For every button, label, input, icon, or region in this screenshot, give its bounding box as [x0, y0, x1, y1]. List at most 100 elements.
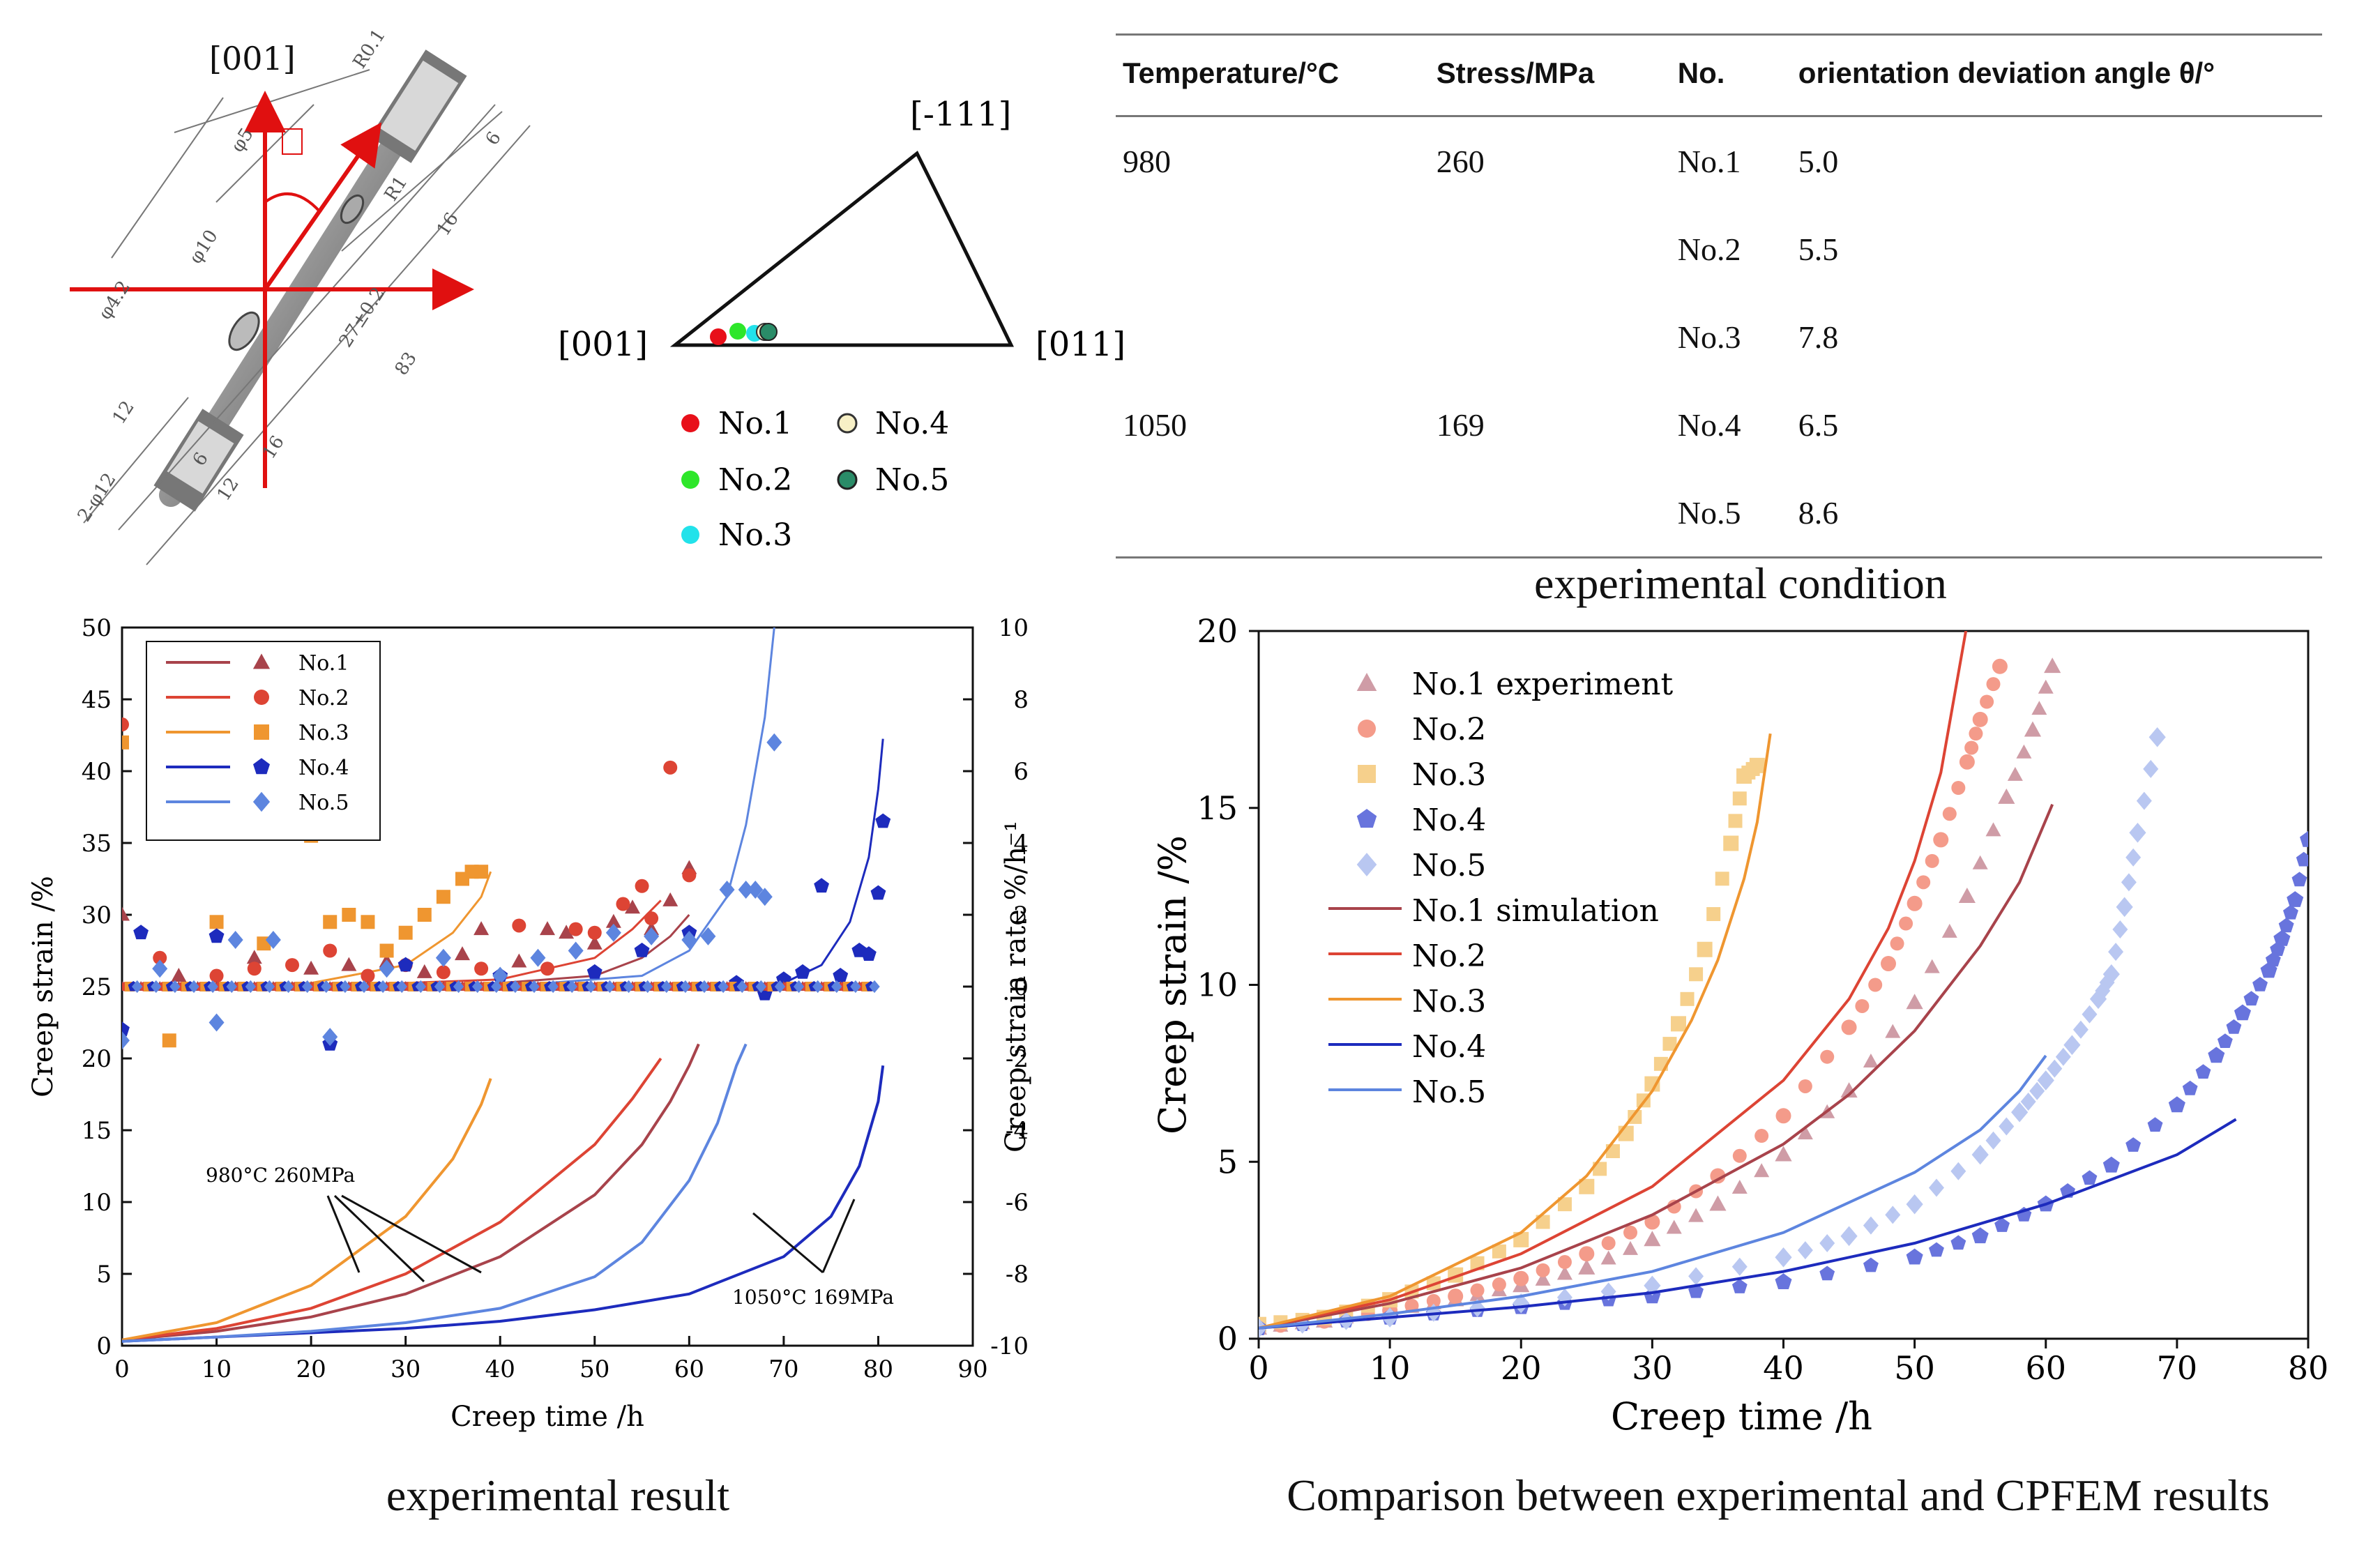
rate-baseline-point-No.5 [396, 980, 407, 994]
experiment-point-No.5 [2136, 791, 2152, 810]
annotation-980: 980°C 260MPa [206, 1164, 355, 1187]
legend-label-no2: No.2 [718, 462, 792, 498]
cell [1429, 469, 1671, 558]
experiment-point-No.3 [1689, 967, 1704, 982]
y-tick-label: 10 [1197, 966, 1238, 1004]
right-comparison-chart: 0 10 20 30 40 50 60 70 80 0 5 10 15 20 Creep time /h Cr… [1151, 612, 2328, 1438]
chart-legend: No.1 experiment No.2 No.3 No.4 No.5 No.1 simu… [1328, 667, 1673, 1110]
ipf-label-top: [-111] [910, 95, 1011, 134]
rate-point-No.5 [209, 1013, 225, 1032]
rate-point-No.5 [265, 931, 281, 950]
rate-point-No.3 [398, 925, 413, 940]
rate-point-No.5 [748, 880, 764, 899]
experiment-point-No.4 [2283, 904, 2298, 920]
rate-baseline-point-No.5 [642, 980, 653, 994]
experiment-point-No.1 [1998, 788, 2015, 804]
rate-baseline-point-No.5 [491, 980, 502, 994]
experiment-point-No.2 [1536, 1263, 1550, 1277]
experiment-point-No.1 [2007, 766, 2023, 781]
table-row: No.3 7.8 [1116, 293, 2322, 381]
legend-label-sim-No.1: No.1 simulation [1412, 893, 1659, 929]
legend-label-sim-No.2: No.2 [1412, 938, 1486, 974]
experiment-point-No.1 [1797, 1125, 1813, 1140]
experiment-point-No.1 [1644, 1231, 1661, 1247]
experiment-point-No.1 [1556, 1265, 1572, 1280]
legend-label-exp-No.5: No.5 [1412, 848, 1486, 883]
experiment-point-No.2 [1513, 1270, 1529, 1286]
legend-marker-No.2 [1358, 720, 1376, 738]
experiment-point-No.4 [1906, 1248, 1923, 1265]
rate-point-No.5 [492, 966, 508, 985]
annotation-1050-arrows [752, 1199, 856, 1274]
experiment-point-No.2 [1951, 780, 1966, 795]
rate-point-No.5 [152, 959, 168, 978]
ipf-triangle [669, 151, 1014, 347]
experiment-point-No.4 [2082, 1170, 2098, 1185]
rate-point-No.4 [634, 943, 650, 957]
cell: No.4 [1677, 406, 1741, 443]
left-caption: experimental result [386, 1470, 730, 1520]
dim-label: 6 [482, 128, 506, 149]
rate-baseline-point-No.5 [471, 980, 483, 994]
rate-point-No.2 [540, 961, 554, 976]
experiment-point-No.2 [1644, 1214, 1660, 1230]
experiment-point-No.1 [1924, 959, 1940, 973]
legend-marker-No.4 [1356, 809, 1377, 828]
simulation-line-No.2 [1259, 631, 1968, 1330]
axis-001-label: [001] [209, 40, 296, 77]
cell: No.5 [1670, 469, 1791, 558]
experiment-point-No.2 [1959, 754, 1975, 770]
experiment-point-No.1 [1688, 1208, 1704, 1222]
experiment-point-No.2 [1798, 1079, 1812, 1093]
rate-point-No.1 [511, 953, 527, 968]
legend-marker-no5 [837, 469, 858, 490]
rate-point-No.5 [757, 888, 773, 906]
rate-point-No.2 [568, 922, 583, 936]
experiment-point-No.2 [1969, 727, 1983, 741]
experiment-point-No.4 [2217, 1033, 2233, 1048]
experiment-point-No.2 [1980, 694, 1994, 709]
experiment-point-No.1 [1709, 1195, 1727, 1211]
legend-label-exp-No.2: No.2 [1412, 712, 1486, 747]
rate-point-No.2 [616, 897, 630, 911]
experiment-point-No.2 [1868, 978, 1883, 992]
experiment-point-No.5 [2143, 759, 2159, 778]
legend-marker-No.4 [253, 758, 270, 775]
experiment-point-No.1 [1623, 1240, 1639, 1255]
dim-label: 2-φ12 [74, 469, 121, 526]
rate-point-No.4 [814, 878, 829, 893]
experiment-point-No.1 [2016, 744, 2032, 759]
experiment-point-No.1 [1906, 994, 1923, 1010]
cell: 980 [1123, 143, 1171, 179]
y-tick-label: 0 [96, 1332, 112, 1360]
rate-baseline-point-No.5 [566, 980, 577, 994]
table-header-row: Temperature/°C Stress/MPa No. orientatio… [1116, 33, 2322, 117]
y2-tick-label: 10 [999, 614, 1029, 642]
header-no: No. [1670, 33, 1791, 117]
right-caption: Comparison between experimental and CPFE… [1287, 1470, 2270, 1520]
x-tick-label: 20 [296, 1355, 326, 1383]
legend-label-sim-No.3: No.3 [1412, 984, 1486, 1019]
experiment-point-No.5 [1840, 1226, 1858, 1247]
cell: No.1 [1677, 143, 1741, 179]
rate-point-No.3 [209, 915, 224, 929]
experiment-point-No.3 [1706, 907, 1721, 921]
rate-point-No.2 [436, 965, 450, 980]
experiment-point-No.5 [2089, 989, 2107, 1010]
rate-point-No.3 [417, 908, 432, 922]
experiment-point-No.3 [1557, 1197, 1572, 1212]
experiment-point-No.2 [1557, 1255, 1572, 1270]
experiment-point-No.2 [1775, 1108, 1791, 1124]
experiment-point-No.2 [1907, 895, 1923, 911]
table-row: No.2 5.5 [1116, 205, 2322, 293]
experiment-point-No.4 [2195, 1064, 2211, 1079]
rate-point-No.2 [587, 925, 602, 940]
experiment-point-No.2 [1890, 936, 1904, 951]
rate-point-No.3 [122, 735, 129, 750]
rate-point-No.1 [473, 921, 490, 936]
experiment-point-No.5 [2129, 822, 2146, 843]
ipf-point-no1 [710, 328, 727, 345]
y-tick-label: 20 [1197, 612, 1238, 650]
y-axis-label: Creep strain /% [27, 876, 59, 1097]
rate-point-No.5 [681, 931, 697, 950]
